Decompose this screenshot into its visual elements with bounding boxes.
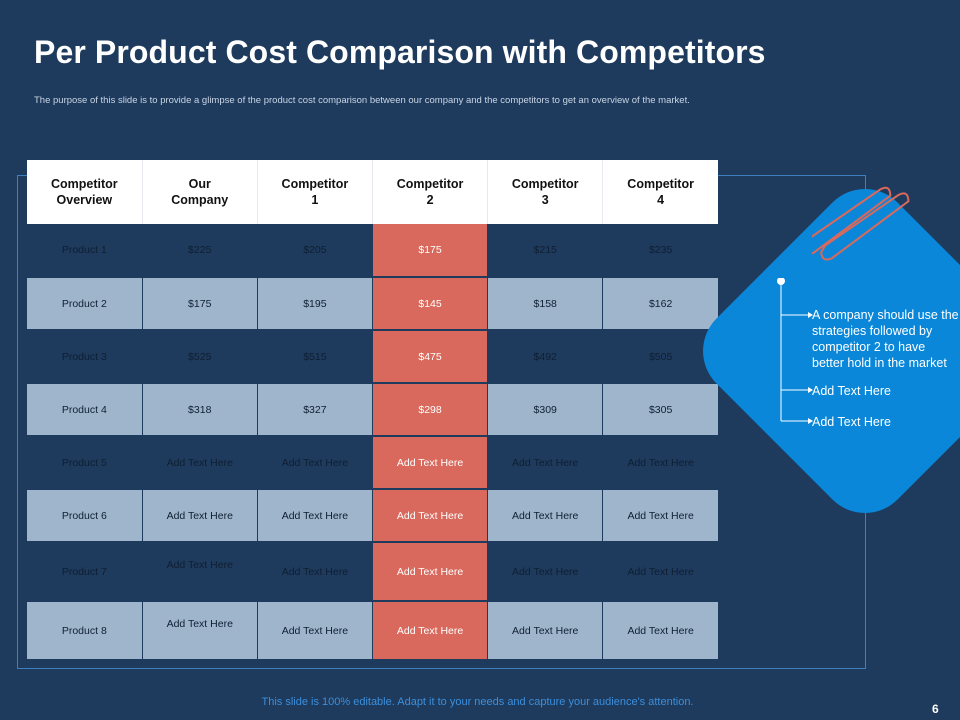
table-cell: Product 6 [27,489,143,543]
header-competitor-3: Competitor 3 [487,160,604,224]
table-cell: Add Text Here [487,489,604,543]
table-cell: Add Text Here [257,542,373,602]
table-cell-highlight: $298 [372,383,489,437]
header-our-company: Our Company [142,160,258,224]
page-number: 6 [932,702,939,716]
table-cell: $175 [142,277,258,331]
table-cell-highlight: Add Text Here [372,601,489,661]
table-row: Product 6 Add Text Here Add Text Here Ad… [27,489,718,543]
table-cell: Product 8 [27,601,143,661]
table-row: Product 3 $525 $515 $475 $492 $505 [27,330,718,384]
slide-subtitle: The purpose of this slide is to provide … [34,95,690,106]
table-row: Product 1 $225 $205 $175 $215 $235 [27,224,718,278]
table-cell: Add Text Here [602,601,718,661]
table-cell: $525 [142,330,258,384]
table-cell: Add Text Here [257,436,373,490]
table-cell: Product 7 [27,542,143,602]
table-cell: Product 5 [27,436,143,490]
table-cell: $158 [487,277,604,331]
table-header-row: Competitor Overview Our Company Competit… [27,160,718,224]
table-cell: Add Text Here [257,489,373,543]
table-cell: $492 [487,330,604,384]
table-cell: $235 [602,224,718,278]
table-cell: Product 1 [27,224,143,278]
table-cell: Product 2 [27,277,143,331]
table-cell: $309 [487,383,604,437]
comparison-table: Competitor Overview Our Company Competit… [27,160,718,661]
table-cell: $505 [602,330,718,384]
table-cell: $195 [257,277,373,331]
table-cell: Add Text Here [602,489,718,543]
table-cell: Add Text Here [142,601,258,661]
table-row: Product 8 Add Text Here Add Text Here Ad… [27,601,718,661]
table-cell: Add Text Here [142,489,258,543]
callout-connector-lines [777,278,813,424]
table-cell-highlight: $175 [372,224,489,278]
table-cell-highlight: Add Text Here [372,542,489,602]
table-cell: $305 [602,383,718,437]
table-cell: $318 [142,383,258,437]
table-cell: Add Text Here [487,542,604,602]
table-cell: Add Text Here [602,542,718,602]
table-cell: Add Text Here [142,542,258,602]
footer-text: This slide is 100% editable. Adapt it to… [261,696,694,708]
callout-text-3: Add Text Here [812,415,891,429]
table-row: Product 7 Add Text Here Add Text Here Ad… [27,542,718,602]
paperclip-icon [812,186,910,261]
table-cell: Add Text Here [487,601,604,661]
header-competitor-overview: Competitor Overview [27,160,143,224]
table-cell: $225 [142,224,258,278]
table-row: Product 2 $175 $195 $145 $158 $162 [27,277,718,331]
table-cell: $515 [257,330,373,384]
header-competitor-1: Competitor 1 [257,160,373,224]
table-cell: Add Text Here [142,436,258,490]
table-cell-highlight: Add Text Here [372,436,489,490]
table-cell: Add Text Here [257,601,373,661]
footer-note: This slide is 100% editable. Adapt it to… [0,696,960,708]
table-cell: $215 [487,224,604,278]
table-cell-highlight: $145 [372,277,489,331]
table-cell-highlight: $475 [372,330,489,384]
table-cell: Product 3 [27,330,143,384]
table-cell: $327 [257,383,373,437]
table-row: Product 5 Add Text Here Add Text Here Ad… [27,436,718,490]
table-cell: Add Text Here [602,436,718,490]
table-cell: Add Text Here [487,436,604,490]
callout-text-main: A company should use the strategies foll… [812,308,959,370]
slide-title: Per Product Cost Comparison with Competi… [34,34,766,70]
table-cell: $205 [257,224,373,278]
table-cell-highlight: Add Text Here [372,489,489,543]
header-competitor-4: Competitor 4 [602,160,718,224]
table-row: Product 4 $318 $327 $298 $309 $305 [27,383,718,437]
table-cell: Product 4 [27,383,143,437]
callout-text-2: Add Text Here [812,384,891,398]
header-competitor-2: Competitor 2 [372,160,489,224]
table-cell: $162 [602,277,718,331]
